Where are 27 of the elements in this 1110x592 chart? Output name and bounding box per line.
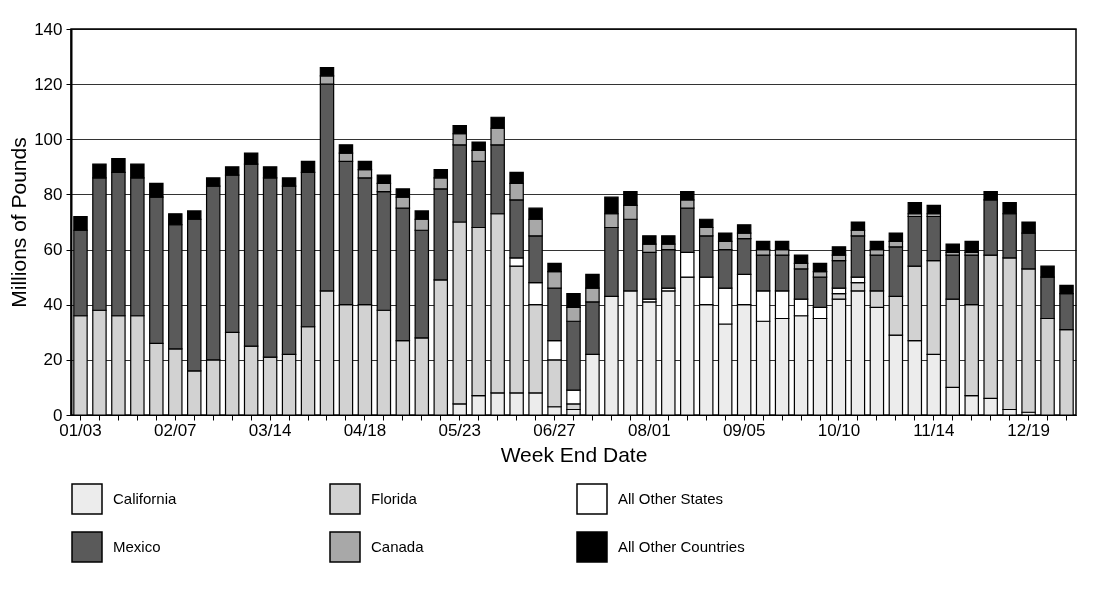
bar [926, 204, 942, 215]
legend-label: All Other States [618, 490, 724, 507]
legend-label: Canada [371, 538, 425, 555]
legend-label: California [113, 490, 178, 507]
y-tick-label: 120 [34, 74, 63, 94]
legend-label: Mexico [113, 538, 161, 555]
y-tick-label: 80 [43, 184, 63, 204]
legend-label: All Other Countries [618, 538, 745, 555]
x-axis-title: Week End Date [500, 442, 648, 466]
legend-label: Florida [371, 490, 418, 507]
x-tick-label: 06/27 [533, 420, 576, 440]
x-tick-label: 08/01 [628, 420, 671, 440]
y-axis-title: Millions of Pounds [7, 137, 31, 308]
x-tick-label: 11/14 [913, 420, 955, 440]
x-tick-label: 04/18 [343, 420, 387, 440]
x-tick-label: 09/05 [722, 420, 766, 440]
x-tick-label: 05/23 [438, 420, 481, 440]
y-tick-label: 40 [43, 295, 63, 315]
y-tick-label: 20 [43, 350, 63, 370]
x-tick-label: 12/19 [1007, 420, 1050, 440]
x-tick-label: 03/14 [248, 420, 292, 440]
y-tick-label: 140 [34, 19, 63, 39]
x-tick-label: 02/07 [154, 420, 197, 440]
y-tick-label: 100 [34, 129, 63, 149]
y-tick-label: 60 [43, 240, 63, 260]
x-tick-label: 10/10 [817, 420, 861, 440]
bar [907, 202, 923, 215]
